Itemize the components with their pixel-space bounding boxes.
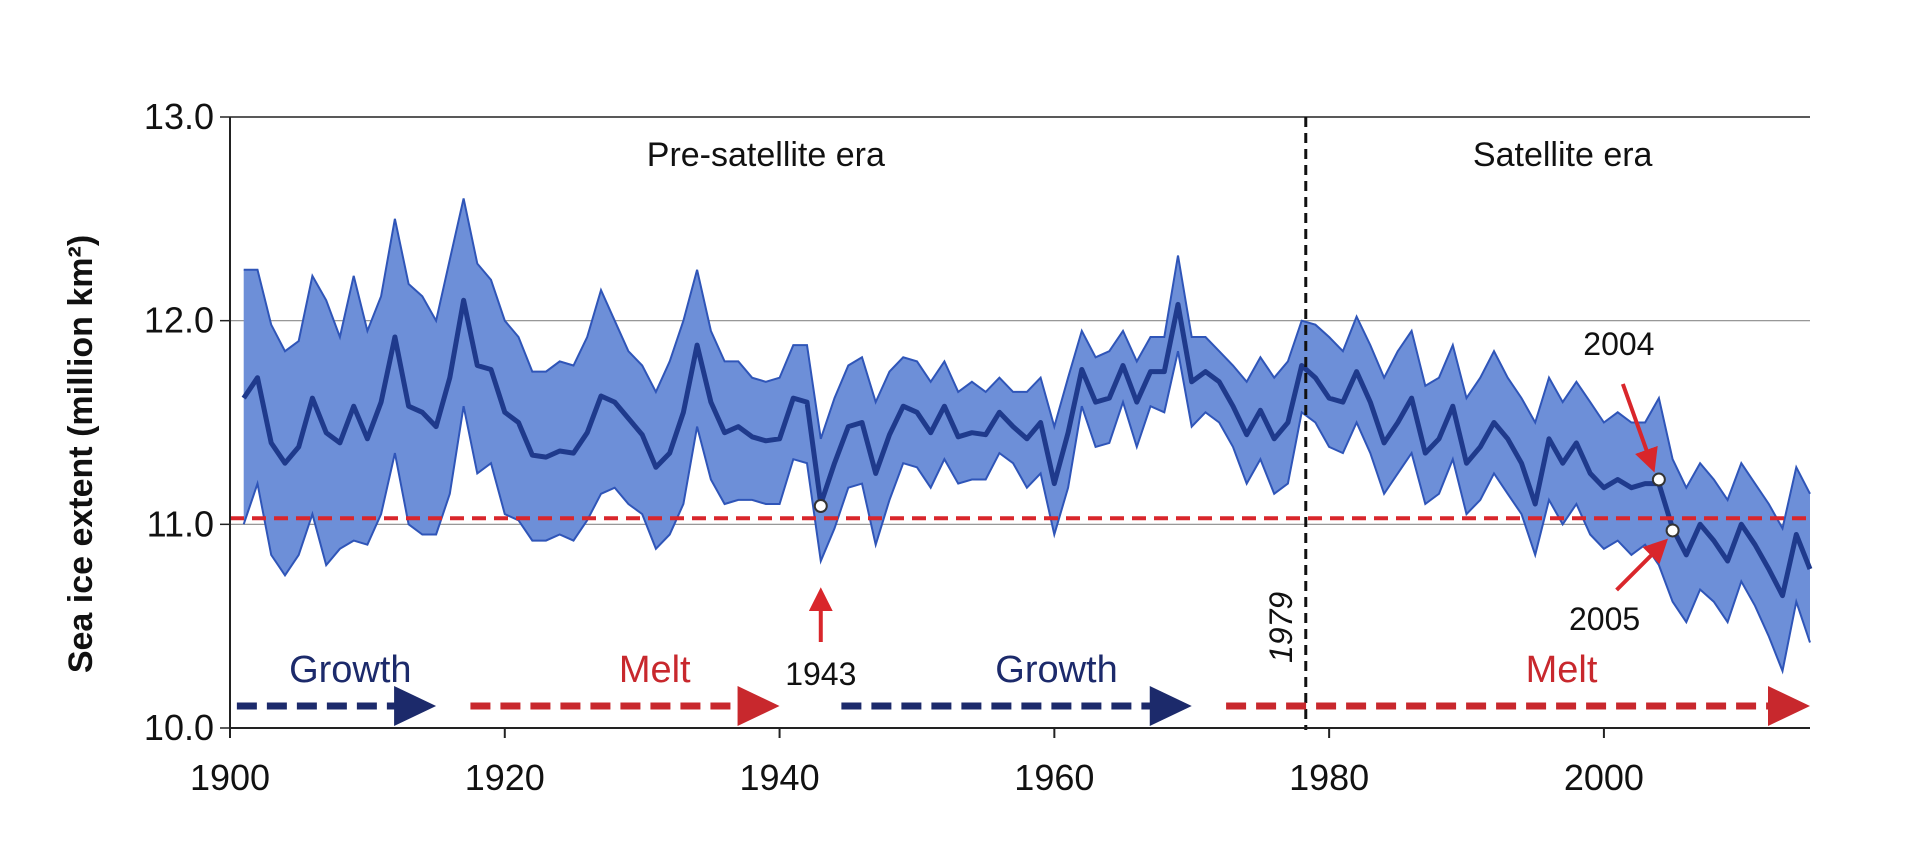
markers-layer [808, 383, 1680, 642]
y-tick-label: 11.0 [147, 503, 214, 544]
callout-arrow-2004 [1620, 383, 1658, 473]
uncertainty-band-layer [242, 198, 1811, 675]
growth-arrow-head [394, 686, 437, 726]
marker-2005 [1665, 523, 1680, 538]
x-tick-label: 1900 [190, 757, 270, 798]
melt-phase-label: Melt [1526, 649, 1598, 691]
axis-layer: 10.0 11.0 12.0 13.0 1900 1920 1940 1960 1980 2000 [144, 96, 1810, 798]
x-tick-label: 2000 [1564, 757, 1644, 798]
series-line [241, 297, 1813, 599]
marker-label-2004: 2004 [1583, 326, 1654, 362]
band-upper-edge [243, 198, 1811, 532]
y-tick-label: 10.0 [144, 707, 214, 748]
y-axis-label: Sea ice extent (million km²) [62, 235, 100, 673]
era-label: Satellite era [1473, 136, 1653, 174]
x-tick-label: 1980 [1289, 757, 1369, 798]
growth-phase-label: Growth [289, 649, 411, 691]
y-tick-label: 13.0 [144, 96, 214, 137]
marker-label-2005: 2005 [1569, 601, 1640, 637]
melt-arrow-head [1768, 686, 1810, 726]
x-tick-label: 1920 [465, 757, 545, 798]
marker-label-1943: 1943 [785, 656, 856, 692]
x-tick-label: 1960 [1014, 757, 1094, 798]
marker-1943 [813, 499, 828, 514]
marker-2004 [1651, 472, 1666, 487]
era-label: Pre-satellite era [647, 136, 885, 174]
uncertainty-band [243, 198, 1811, 671]
divider-year-label: 1979 [1263, 592, 1299, 663]
band-lower-edge [242, 350, 1811, 675]
callout-arrow-2005 [1615, 538, 1669, 592]
divider-layer: 1979 [1263, 117, 1308, 730]
x-tick-label: 1940 [740, 757, 820, 798]
growth-phase-label: Growth [995, 649, 1117, 691]
melt-arrow-head [737, 686, 780, 726]
series-line-layer [241, 297, 1813, 599]
melt-phase-label: Melt [619, 649, 691, 691]
growth-arrow-head [1149, 686, 1192, 726]
labels-layer: Pre-satellite era Satellite era 1943 2004 20… [647, 136, 1655, 692]
phase-arrows-layer: Growth Melt Growth Melt [236, 649, 1810, 726]
y-tick-label: 12.0 [144, 300, 214, 341]
